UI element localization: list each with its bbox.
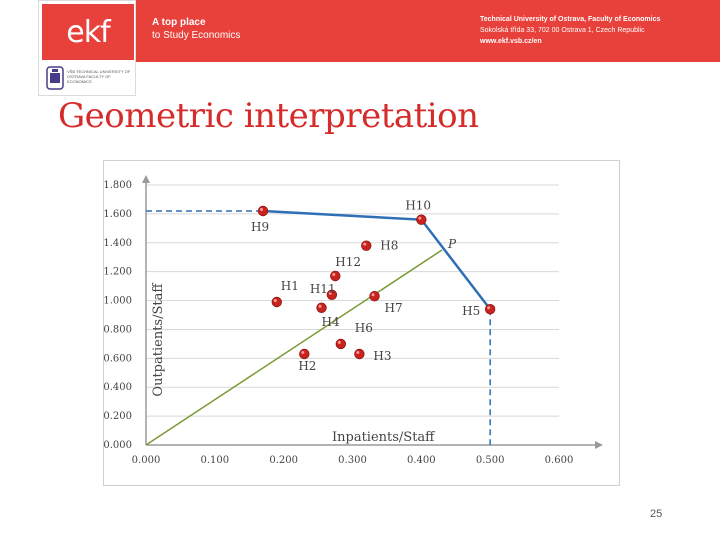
y-tick-label: 0.600 [104, 353, 132, 364]
point-label-h11: H11 [310, 282, 336, 296]
point-label-h10: H10 [405, 199, 431, 213]
ray-line [145, 249, 443, 446]
y-axis-label: Outpatients/Staff [151, 282, 166, 397]
x-tick-label: 0.200 [269, 455, 298, 466]
header-banner [38, 0, 720, 62]
data-point-highlight [337, 340, 341, 344]
point-labels: P H1 H2 H3 H4 H5 H6 H7 H8 H9 H10 H11 H12 [251, 199, 480, 373]
point-label-h5: H5 [462, 304, 480, 318]
y-tick-label: 1.000 [104, 296, 132, 307]
data-point-highlight [363, 242, 367, 246]
point-label-h9: H9 [251, 220, 269, 234]
data-point-h12 [330, 270, 341, 282]
x-tick-label: 0.100 [201, 455, 230, 466]
chart-lines [145, 209, 492, 446]
y-tick-label: 0.000 [104, 440, 132, 451]
y-tick-label: 0.200 [104, 411, 132, 422]
data-point-h5 [484, 304, 496, 315]
y-tick-label: 1.400 [104, 238, 132, 249]
data-point-highlight [273, 299, 277, 302]
x-tick-label: 0.000 [132, 455, 161, 466]
grid-lines [146, 184, 559, 417]
data-point-highlight [418, 216, 422, 220]
data-point-h1 [271, 296, 282, 308]
projection-guides [146, 210, 491, 445]
data-point-h10 [416, 214, 427, 225]
point-label-h4: H4 [322, 315, 340, 329]
data-point-h6 [335, 338, 346, 350]
y-tick-label: 0.800 [104, 324, 132, 335]
x-tick-label: 0.500 [476, 455, 505, 466]
chart-frame: 0.000 0.200 0.400 0.600 0.800 1.000 1.200 1.400… [103, 160, 620, 486]
tagline: A top place to Study Economics [152, 16, 240, 42]
y-tick-label: 1.600 [104, 209, 132, 220]
point-label-h3: H3 [373, 349, 391, 363]
point-label-h12: H12 [335, 255, 361, 269]
data-point-h7 [369, 291, 380, 302]
tagline-line-2: to Study Economics [152, 30, 241, 41]
x-tick-label: 0.300 [338, 455, 367, 466]
university-seal-icon [46, 66, 64, 90]
data-point-highlight [301, 351, 305, 354]
point-label-h7: H7 [385, 301, 403, 315]
x-axis-arrow-icon [595, 441, 603, 449]
address-line-2: Sokolská třída 33, 702 00 Ostrava 1, Cze… [480, 27, 645, 34]
y-tick-label: 1.200 [104, 267, 132, 278]
data-point-highlight [487, 306, 491, 310]
y-tick-label: 1.800 [104, 180, 132, 191]
data-point-highlight [332, 273, 336, 276]
ray-label-p: P [447, 237, 457, 251]
data-point-highlight [318, 304, 322, 308]
tick-labels: 0.000 0.200 0.400 0.600 0.800 1.000 1.200 1.400… [104, 180, 573, 466]
data-point-highlight [260, 208, 264, 211]
scatter-chart: 0.000 0.200 0.400 0.600 0.800 1.000 1.200 1.400… [104, 175, 603, 466]
data-point-h4 [316, 302, 327, 313]
point-label-h2: H2 [298, 359, 316, 373]
x-tick-label: 0.400 [407, 455, 436, 466]
university-logo-text: VŠB TECHNICAL UNIVERSITY OF OSTRAVA FACU… [67, 69, 131, 84]
data-points [257, 205, 496, 360]
logo-box: ekf VŠB TECHNICAL UNIVERSITY OF OSTRAVA … [38, 0, 136, 96]
slide-title: Geometric interpretation [58, 96, 479, 136]
data-point-highlight [371, 293, 375, 297]
x-tick-label: 0.600 [545, 455, 574, 466]
website-link[interactable]: www.ekf.vsb.cz/en [480, 38, 542, 45]
ekf-logo[interactable]: ekf [42, 4, 134, 60]
axes [142, 175, 603, 449]
data-point-h8 [361, 240, 372, 251]
address-block: Technical University of Ostrava, Faculty… [480, 14, 660, 47]
data-point-h3 [354, 348, 365, 360]
data-point-h2 [299, 348, 310, 360]
tagline-line-1: A top place [152, 17, 206, 28]
data-point-highlight [328, 291, 332, 295]
page-number: 25 [650, 508, 663, 520]
data-point-h9 [257, 205, 269, 217]
point-label-h6: H6 [355, 321, 373, 335]
point-label-h8: H8 [380, 239, 398, 253]
address-line-1: Technical University of Ostrava, Faculty… [480, 16, 661, 23]
x-axis-label: Inpatients/Staff [332, 430, 436, 445]
y-tick-label: 0.400 [104, 382, 132, 393]
point-label-h1: H1 [281, 279, 299, 293]
university-logo: VŠB TECHNICAL UNIVERSITY OF OSTRAVA FACU… [45, 65, 133, 93]
y-axis-arrow-icon [142, 175, 150, 183]
data-point-highlight [356, 351, 360, 354]
